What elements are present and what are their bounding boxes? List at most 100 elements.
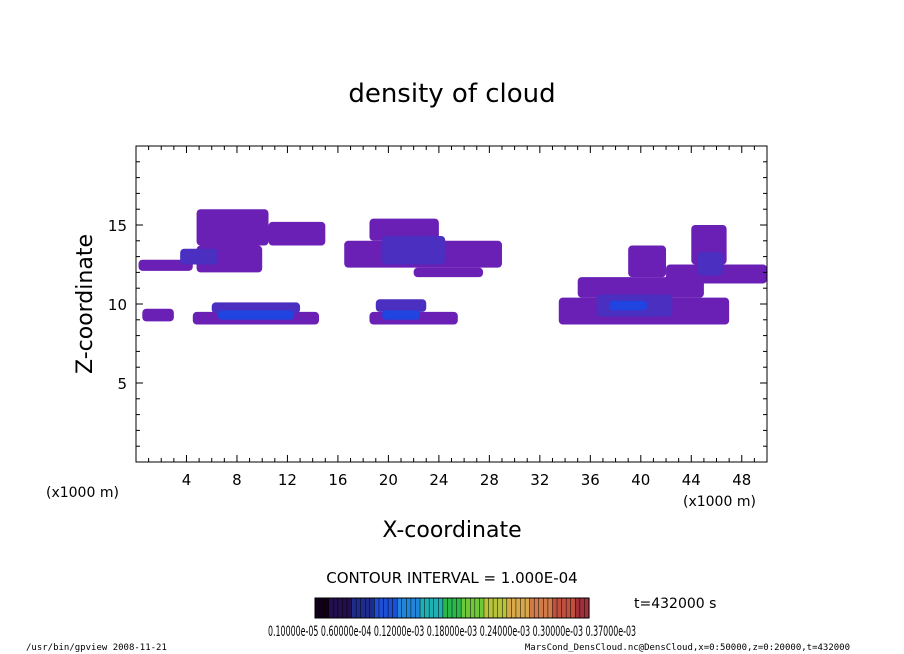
colorbar [314,598,590,618]
x-tick-label: 24 [429,471,448,489]
colorbar-segment [337,598,343,618]
colorbar-segment [415,598,421,618]
colorbar-segment [342,598,348,618]
colorbar-segment [424,598,430,618]
colorbar-segment [534,598,540,618]
colorbar-segment [479,598,485,618]
colorbar-segment [461,598,467,618]
colorbar-segment [397,598,403,618]
colorbar-segment [365,598,371,618]
chart-title: density of cloud [348,79,555,109]
colorbar-segment [410,598,417,618]
colorbar-segment [474,598,480,618]
x-unit-left: (x1000 m) [46,485,119,501]
plot-area [138,209,767,325]
colorbar-segment [346,598,353,618]
colorbar-segment [543,598,549,618]
y-tick-label: 15 [108,217,127,235]
colorbar-segment [547,598,554,618]
colorbar-segment [456,598,462,618]
cloud-region-low [369,218,439,241]
colorbar-segment [383,598,389,618]
colorbar-segment [529,598,535,618]
colorbar-segment [557,598,563,618]
colorbar-segment [502,598,508,618]
colorbar-segment [452,598,458,618]
cloud-region-medium [382,236,446,265]
x-tick-label: 40 [631,471,650,489]
colorbar-segment [570,598,576,618]
cloud-region-high [609,300,648,311]
colorbar-segment [392,598,398,618]
x-tick-labels: 4 8 12 16 20 24 28 32 36 40 44 48 [182,471,752,489]
footer-command: /usr/bin/gpview 2008-11-21 [26,643,167,653]
colorbar-segment [356,598,362,618]
colorbar-segment [506,598,512,618]
axis-ticks [136,146,767,462]
x-tick-label: 48 [732,471,751,489]
colorbar-segment [319,598,325,618]
colorbar-segment [315,598,321,618]
cloud-region-low [628,245,667,278]
colorbar-segment [520,598,526,618]
cloud-region-high [382,310,420,320]
colorbar-segment [401,598,407,618]
colorbar-segment [429,598,435,618]
x-tick-label: 28 [480,471,499,489]
y-tick-labels: 5 10 15 [108,217,127,393]
colorbar-segment [497,598,503,618]
cloud-region-low [142,308,174,322]
y-tick-label: 5 [117,375,127,393]
colorbar-segment [465,598,471,618]
x-tick-label: 32 [530,471,549,489]
colorbar-frame [314,597,590,619]
x-tick-label: 20 [379,471,398,489]
x-tick-label: 8 [232,471,242,489]
y-axis-label: Z-coordinate [73,234,98,374]
cloud-region-medium [180,248,219,265]
colorbar-segment [442,598,449,618]
x-tick-label: 16 [328,471,347,489]
cloud-region-low [413,267,484,278]
colorbar-segment [420,598,426,618]
x-tick-label: 44 [682,471,701,489]
cloud-region-medium [375,299,427,312]
colorbar-segment [538,598,544,618]
footer-data-source: MarsCond_DensCloud.nc@DensCloud,x=0:5000… [525,643,850,653]
colorbar-segment [406,598,412,618]
cloud-region-high [218,310,294,320]
colorbar-segment [488,598,494,618]
colorbar-segment [388,598,394,618]
colorbar-segment [470,598,476,618]
colorbar-tick-labels: 0.10000e-05 0.60000e-04 0.12000e-03 0.18… [268,624,636,640]
x-tick-label: 12 [278,471,297,489]
colorbar-segment [552,598,558,618]
colorbar-segment [438,598,444,618]
colorbar-segment [324,598,330,618]
x-tick-label: 4 [182,471,192,489]
colorbar-segment [333,598,339,618]
cloud-region-low [268,221,326,246]
cloud-region-low [196,209,269,246]
x-unit-right: (x1000 m) [683,494,756,510]
colorbar-segment [579,598,586,618]
cloud-region-low [138,259,193,271]
colorbar-segment [328,598,334,618]
colorbar-segment [493,598,499,618]
x-axis-label: X-coordinate [382,518,521,543]
contour-interval-label: CONTOUR INTERVAL = 1.000E-04 [326,569,577,587]
colorbar-segment [433,598,439,618]
colorbar-segment [575,598,581,618]
colorbar-segment [374,598,380,618]
colorbar-segment [360,598,366,618]
colorbar-segment [561,598,567,618]
colorbar-segment [351,598,357,618]
colorbar-segment [511,598,517,618]
time-label: t=432000 s [634,596,716,612]
y-tick-label: 10 [108,296,127,314]
colorbar-segment [584,598,590,618]
x-tick-label: 36 [581,471,600,489]
colorbar-segment [525,598,531,618]
cloud-region-medium [697,251,723,276]
